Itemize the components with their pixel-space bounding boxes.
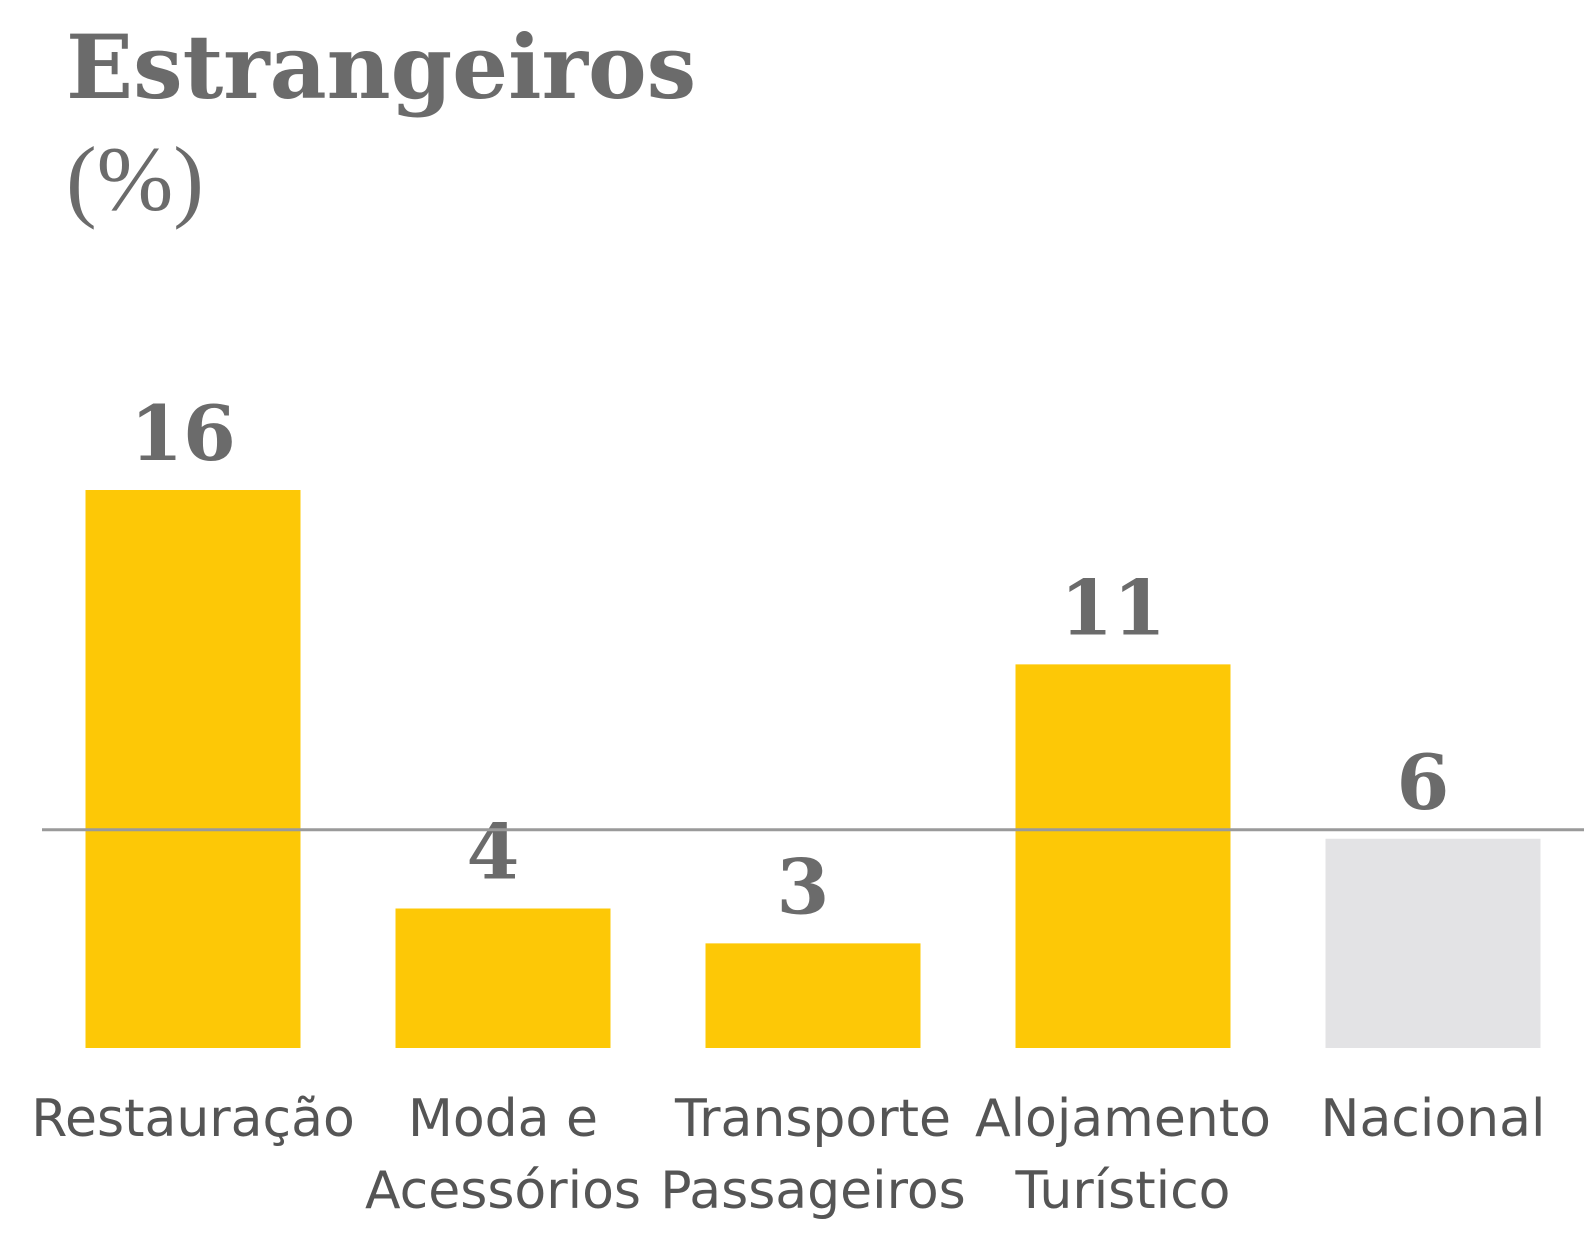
- bar: [1015, 664, 1231, 1048]
- x-tick-label: Turístico: [1015, 1161, 1231, 1221]
- x-tick-label: Nacional: [1321, 1089, 1546, 1149]
- bar: [705, 943, 921, 1048]
- x-tick-label: Moda e: [408, 1089, 598, 1149]
- bar: [1325, 838, 1541, 1048]
- chart-subtitle: (%): [66, 128, 204, 230]
- value-label: 16: [130, 389, 236, 478]
- chart-title: Estrangeiros: [66, 15, 696, 119]
- x-tick-label: Passageiros: [660, 1161, 966, 1221]
- bar: [395, 908, 611, 1048]
- x-tick-label: Transporte: [674, 1089, 951, 1149]
- x-tick-label: Alojamento: [975, 1089, 1271, 1149]
- x-tick-label: Acessórios: [365, 1161, 641, 1221]
- value-label: 11: [1060, 563, 1166, 652]
- value-label: 3: [777, 842, 830, 931]
- value-label: 4: [467, 808, 520, 897]
- value-label: 6: [1397, 738, 1450, 827]
- bar: [85, 490, 301, 1048]
- x-tick-label: Restauração: [31, 1089, 355, 1149]
